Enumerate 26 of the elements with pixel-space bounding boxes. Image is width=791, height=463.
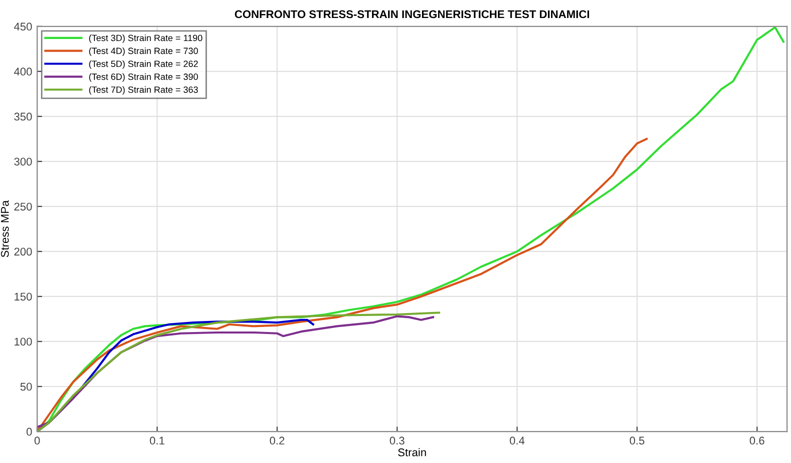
y-axis-title: Stress MPa [0,200,9,258]
x-tick-label: 0.6 [750,436,764,445]
x-tick-label: 0 [34,436,40,445]
y-tick-label: 0 [26,428,32,436]
y-tick-label: 250 [14,202,32,211]
legend-label: (Test 6D) Strain Rate = 390 [89,73,198,82]
y-tick-label: 450 [14,22,32,31]
x-axis-title: Strain [398,448,426,456]
y-tick-label: 50 [20,382,32,391]
legend-label: (Test 5D) Strain Rate = 262 [89,60,198,69]
y-tick-label: 150 [14,292,32,301]
y-tick-label: 200 [14,248,32,256]
x-tick-label: 0.1 [150,436,164,445]
x-tick-label: 0.4 [510,436,524,445]
y-tick-label: 300 [14,158,32,166]
legend-label: (Test 4D) Strain Rate = 730 [89,47,198,56]
x-tick-label: 0.3 [390,436,404,445]
chart-title: CONFRONTO STRESS-STRAIN INGEGNERISTICHE TEST DINAMICI [234,10,590,18]
legend-label: (Test 7D) Strain Rate = 363 [89,86,198,95]
x-tick-label: 0.2 [270,436,284,445]
y-tick-label: 350 [14,112,32,121]
legend-label: (Test 3D) Strain Rate = 1190 [89,34,202,43]
y-tick-label: 400 [14,68,32,76]
line-series [37,138,648,432]
x-tick-label: 0.5 [630,436,644,445]
y-tick-label: 100 [14,338,32,346]
